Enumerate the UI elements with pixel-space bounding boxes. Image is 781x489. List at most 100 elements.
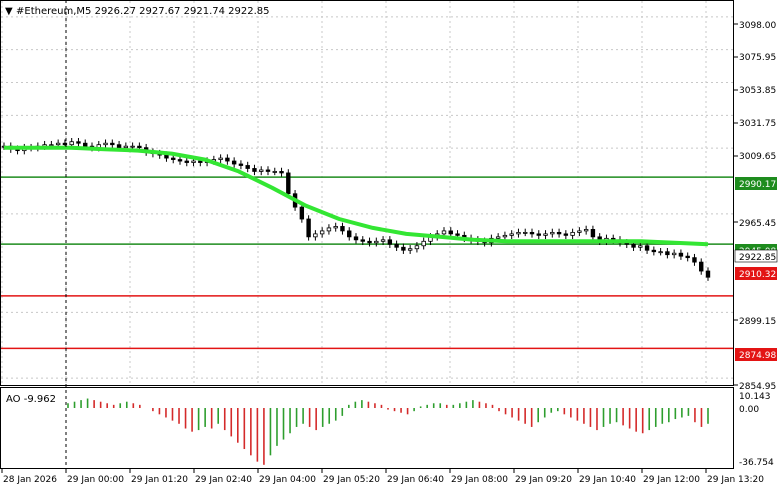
- candle-body: [570, 231, 575, 236]
- candle-body: [671, 252, 677, 256]
- candle-body: [495, 236, 501, 239]
- candle-body: [259, 169, 264, 172]
- candle-body: [218, 157, 223, 160]
- ao-histogram: [67, 398, 709, 465]
- time-label: 29 Jan 09:20: [515, 475, 572, 485]
- candle-body: [245, 165, 250, 169]
- price-tick: 2854.95: [739, 382, 776, 392]
- candle-body: [49, 144, 54, 147]
- candle-body: [62, 142, 68, 146]
- level-tag-2910: 2910.32: [735, 267, 777, 280]
- candle-body: [326, 227, 332, 232]
- time-label: 29 Jan 05:20: [323, 475, 380, 485]
- candle-body: [374, 240, 379, 244]
- candle-body: [441, 230, 447, 235]
- candle-body: [692, 257, 697, 263]
- candle-body: [299, 206, 305, 220]
- candle-body: [333, 226, 338, 229]
- candle-body: [380, 239, 386, 242]
- time-label: 29 Jan 10:40: [579, 475, 636, 485]
- time-label: 28 Jan 2026: [3, 475, 57, 485]
- candle-body: [590, 229, 596, 238]
- candle-body: [69, 141, 74, 146]
- candle-body: [171, 157, 176, 160]
- candle-body: [651, 249, 657, 253]
- current-price-tag: 2922.85: [734, 249, 778, 263]
- time-label: 29 Jan 06:40: [387, 475, 444, 485]
- candle-body: [550, 231, 555, 235]
- candle-body: [665, 251, 670, 256]
- candle-body: [563, 233, 569, 236]
- candle-body: [529, 231, 535, 235]
- candle-body: [313, 233, 318, 238]
- candle-body: [407, 248, 413, 251]
- time-label: 29 Jan 08:00: [451, 475, 508, 485]
- candle-body: [55, 142, 61, 146]
- candle-body: [631, 243, 636, 248]
- moving-average: [4, 145, 709, 247]
- time-label: 29 Jan 01:20: [131, 475, 188, 485]
- candle-body: [265, 169, 271, 172]
- candle-body: [353, 236, 359, 241]
- candle-body: [116, 144, 122, 149]
- candle-body: [191, 160, 196, 163]
- main-chart-frame: [0, 0, 734, 386]
- time-label: 29 Jan 00:00: [67, 475, 124, 485]
- candles: [1, 138, 711, 281]
- level-tag-2990: 2990.17: [735, 177, 777, 190]
- time-axis: 28 Jan 2026 29 Jan 00:00 29 Jan 01:20 29 Ja…: [1, 469, 764, 485]
- ao-label: AO -9.962: [6, 394, 56, 405]
- candle-body: [76, 141, 81, 144]
- ao-scale-bottom: -36.754: [739, 458, 774, 468]
- candle-body: [367, 240, 372, 244]
- svg-text:2910.32: 2910.32: [739, 270, 776, 280]
- candle-body: [678, 252, 684, 257]
- price-tick: 3031.75: [739, 119, 776, 129]
- candle-body: [401, 246, 406, 251]
- candle-body: [699, 261, 704, 272]
- svg-text:2874.98: 2874.98: [739, 351, 776, 361]
- candle-body: [705, 270, 711, 278]
- chart-header-title: #Ethereum,M5 2926.27 2927.67 2921.74 292…: [16, 6, 270, 17]
- candle-body: [177, 159, 183, 162]
- candle-body: [110, 142, 115, 146]
- svg-text:2990.17: 2990.17: [739, 180, 776, 190]
- price-tick: 3053.85: [739, 86, 776, 96]
- candle-body: [509, 233, 514, 236]
- candle-body: [306, 218, 311, 238]
- candle-body: [83, 142, 88, 147]
- candle-body: [644, 245, 650, 251]
- candle-body: [231, 160, 237, 165]
- price-tick: 3075.95: [739, 53, 776, 63]
- ao-scale-zero: 0.00: [739, 405, 759, 415]
- candle-body: [638, 245, 643, 248]
- candle-body: [103, 142, 108, 146]
- candle-body: [658, 251, 663, 254]
- candle-body: [516, 231, 521, 235]
- candle-body: [340, 226, 345, 232]
- price-tick: 3009.65: [739, 152, 776, 162]
- candle-body: [347, 230, 352, 238]
- candle-body: [583, 229, 589, 232]
- candle-body: [225, 157, 230, 162]
- candle-body: [536, 233, 541, 236]
- time-label: 29 Jan 04:00: [259, 475, 316, 485]
- candle-body: [577, 230, 582, 233]
- candle-body: [502, 234, 508, 238]
- candle-body: [252, 168, 257, 172]
- candle-body: [387, 239, 393, 245]
- time-label: 29 Jan 02:40: [195, 475, 252, 485]
- candle-body: [279, 171, 284, 174]
- chart-menu-arrow[interactable]: ▼: [5, 6, 13, 17]
- moving-average-line: [4, 145, 709, 247]
- price-levels: [1, 176, 733, 350]
- candle-body: [123, 145, 129, 149]
- level-tag-2874: 2874.98: [735, 348, 777, 361]
- candle-body: [130, 145, 135, 148]
- candle-body: [319, 230, 325, 235]
- candle-body: [164, 154, 169, 159]
- candle-body: [272, 171, 277, 173]
- candle-body: [455, 233, 460, 236]
- time-label: 29 Jan 12:00: [643, 475, 700, 485]
